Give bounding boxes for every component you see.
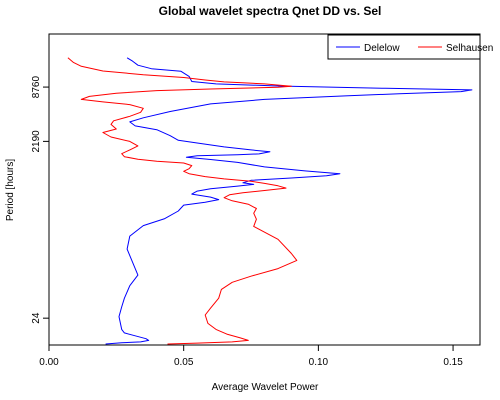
series-line-selhausen [67,57,298,345]
x-tick-label: 0.15 [443,357,463,368]
x-tick-label: 0.05 [174,357,194,368]
series-layer [67,57,473,345]
x-axis: 0.00 0.05 0.10 0.15 [39,345,463,368]
x-axis-label: Average Wavelet Power [212,382,319,393]
y-axis-label: Period [hours] [5,159,16,221]
chart-title: Global wavelet spectra Qnet DD vs. Sel [159,4,382,18]
y-tick-label: 24 [31,312,42,324]
y-axis: 24 2190 8760 [31,76,49,324]
legend: Delelow Selhausen [327,34,493,60]
x-tick-label: 0.00 [39,357,59,368]
series-line-delelow [105,57,473,345]
legend-label-delelow: Delelow [364,43,400,54]
legend-box [327,34,481,60]
y-tick-label: 2190 [31,130,42,153]
legend-label-selhausen: Selhausen [446,43,493,54]
x-tick-label: 0.10 [309,357,329,368]
y-tick-label: 8760 [31,76,42,99]
plot-area-frame [48,33,481,346]
